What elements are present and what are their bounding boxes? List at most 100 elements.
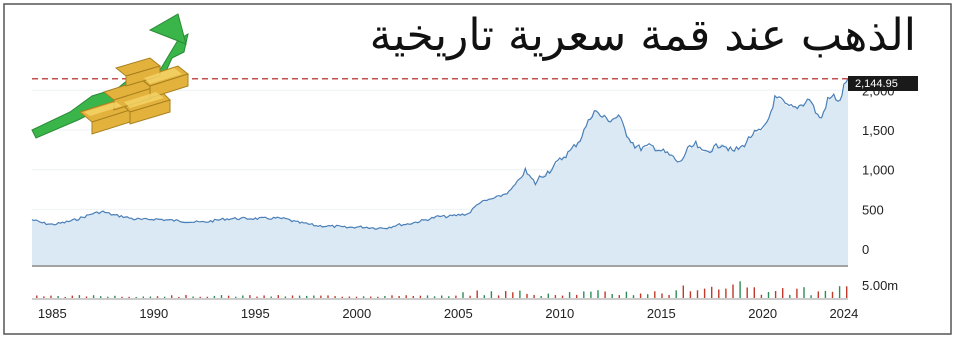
volume-bar — [213, 295, 216, 298]
volume-bar — [441, 295, 443, 298]
volume-bar — [341, 296, 343, 298]
volume-bar — [554, 295, 557, 298]
x-tick-label: 2000 — [342, 306, 371, 321]
volume-bar — [611, 294, 613, 298]
volume-bar — [199, 296, 201, 298]
volume-bar — [625, 291, 628, 298]
volume-bar — [604, 291, 606, 298]
volume-bar — [419, 295, 422, 298]
volume-bar — [810, 295, 812, 298]
volume-bar — [711, 286, 713, 298]
last-price-badge: 2,144.95 — [848, 76, 918, 91]
volume-bar — [135, 297, 137, 298]
volume-bar — [100, 296, 102, 298]
volume-bar — [540, 296, 542, 298]
y-tick-label: 1,000 — [862, 163, 895, 178]
volume-bar — [796, 288, 798, 298]
volume-bar — [121, 296, 123, 298]
volume-bar — [483, 295, 485, 298]
volume-bar — [107, 296, 109, 298]
x-tick-label: 1985 — [38, 306, 67, 321]
x-tick-label: 1995 — [241, 306, 270, 321]
volume-bar — [448, 296, 450, 298]
x-tick-label: 2024 — [829, 306, 858, 321]
volume-bar — [647, 294, 649, 298]
volume-bar — [505, 291, 507, 298]
x-tick-labels: 1985 1990 1995 2000 2005 2010 2015 2020 2024 — [38, 306, 859, 321]
volume-bar — [149, 296, 152, 298]
volume-bar — [348, 296, 351, 298]
volume-bar — [760, 294, 763, 298]
volume-bar — [85, 296, 88, 298]
volume-bar — [753, 287, 755, 298]
outer-border — [3, 3, 952, 335]
volume-bar — [583, 291, 585, 298]
volume-bar — [178, 297, 180, 298]
volume-bar — [171, 295, 173, 298]
volume-bar — [618, 295, 620, 298]
volume-bar — [362, 296, 365, 298]
volume-bar — [831, 291, 834, 298]
volume-bar — [206, 296, 208, 298]
volume-bar — [568, 292, 571, 298]
volume-tick-label: 5.00m — [862, 278, 898, 293]
x-tick-label: 2020 — [748, 306, 777, 321]
volume-bar — [50, 295, 52, 298]
volume-bar — [256, 296, 258, 298]
volume-bar — [789, 294, 791, 298]
volume-bar — [114, 295, 116, 298]
volume-bar — [597, 290, 599, 298]
volume-bar — [469, 295, 471, 298]
volume-bar — [533, 294, 535, 298]
volume-bars — [36, 281, 848, 298]
x-tick-label: 1990 — [139, 306, 168, 321]
volume-bar — [391, 295, 393, 298]
volume-bar — [824, 290, 827, 298]
volume-bar — [774, 291, 777, 298]
volume-bar — [590, 291, 592, 298]
volume-bar — [327, 295, 329, 298]
volume-bar — [284, 296, 287, 298]
volume-bar — [703, 288, 706, 298]
volume-bar — [263, 295, 265, 298]
chart-title: الذهب عند قمة سعرية تاريخية — [369, 10, 916, 61]
volume-bar — [398, 296, 400, 298]
axes: 5.00m — [32, 265, 898, 300]
last-price-badge-bg — [848, 76, 918, 91]
volume-bar — [36, 295, 38, 298]
volume-bar — [334, 296, 336, 298]
volume-bar — [696, 290, 699, 298]
volume-bar — [163, 296, 166, 298]
volume-bar — [547, 293, 549, 298]
volume-bar — [526, 293, 528, 298]
volume-bar — [746, 287, 748, 298]
volume-bar — [192, 296, 194, 298]
volume-bar — [654, 291, 656, 298]
volume-bar — [426, 295, 429, 298]
volume-bar — [739, 281, 741, 298]
gold-bars-with-rising-arrow-icon — [31, 13, 190, 139]
volume-bar — [320, 295, 322, 298]
volume-bar — [675, 290, 677, 298]
volume-bar — [291, 295, 294, 298]
volume-bar — [298, 295, 301, 298]
volume-bar — [782, 288, 784, 298]
volume-bar — [512, 292, 514, 298]
volume-bar — [519, 290, 521, 298]
volume-bar — [433, 296, 436, 298]
volume-bar — [817, 291, 819, 298]
volume-bar — [270, 296, 272, 298]
volume-bar — [632, 295, 635, 298]
volume-bar — [639, 293, 642, 298]
volume-bar — [490, 291, 493, 298]
volume-bar — [242, 295, 244, 298]
volume-bar — [476, 290, 478, 298]
volume-bar — [277, 295, 279, 298]
volume-bar — [803, 287, 805, 298]
last-price-label: 2,144.95 — [855, 78, 898, 90]
volume-bar — [661, 293, 663, 298]
volume-bar — [78, 295, 81, 298]
volume-bar — [128, 296, 130, 298]
